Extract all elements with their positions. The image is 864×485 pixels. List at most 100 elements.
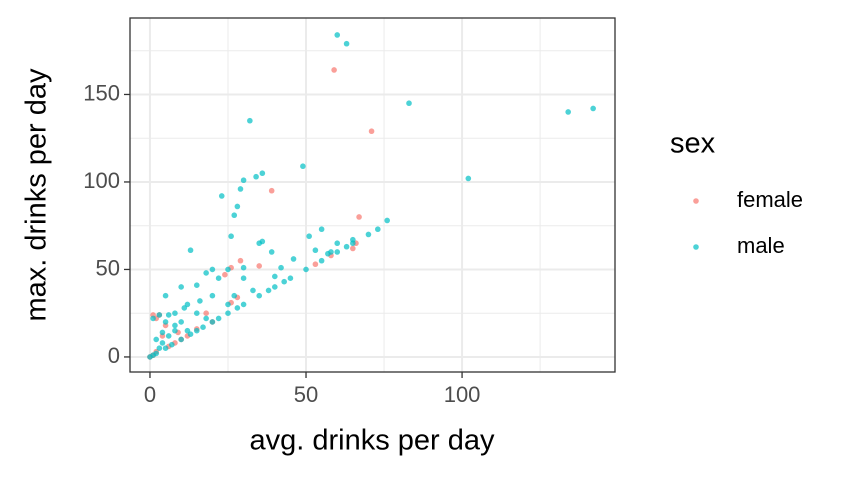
panel-border [129, 17, 616, 373]
point [150, 352, 156, 359]
point [406, 100, 412, 107]
point [290, 256, 297, 262]
y-tick-label: 0 [108, 343, 120, 368]
legend-label: male [737, 233, 785, 258]
point [281, 278, 287, 285]
point [312, 247, 319, 254]
point [165, 333, 172, 339]
point [590, 105, 596, 112]
point [278, 264, 284, 271]
point [350, 245, 356, 252]
point [178, 319, 184, 325]
point [187, 247, 194, 254]
point [375, 226, 381, 233]
point [250, 287, 256, 294]
point [334, 32, 341, 38]
point [181, 305, 188, 311]
point [247, 117, 253, 124]
point [231, 292, 238, 299]
y-tick-label: 150 [83, 80, 120, 105]
point [334, 249, 341, 255]
point [209, 319, 216, 325]
legend-label: female [737, 187, 803, 212]
legend-key [693, 244, 699, 250]
point [234, 305, 241, 311]
y-tick-label: 100 [83, 168, 120, 193]
point [465, 175, 472, 182]
point [368, 128, 375, 135]
point [334, 240, 341, 247]
point [240, 275, 247, 282]
point [153, 336, 160, 343]
point [150, 315, 156, 322]
point [240, 264, 247, 271]
point [159, 329, 166, 336]
point [303, 266, 309, 273]
point [215, 315, 222, 322]
point [365, 231, 372, 238]
point [169, 341, 175, 348]
point [178, 284, 184, 290]
legend-key [693, 198, 699, 204]
point [200, 324, 206, 331]
y-axis-title: max. drinks per day [21, 68, 53, 322]
point [203, 315, 209, 322]
point [162, 345, 169, 352]
point [240, 177, 247, 184]
point [222, 271, 228, 278]
point [193, 327, 200, 334]
point [256, 240, 263, 247]
point [240, 301, 247, 308]
point [172, 327, 178, 334]
point [256, 263, 263, 269]
point [318, 257, 325, 264]
point [306, 233, 312, 240]
point [343, 40, 350, 47]
point [172, 322, 178, 329]
point [331, 67, 337, 73]
point [318, 226, 325, 233]
point [300, 163, 306, 170]
point [209, 266, 216, 273]
point [272, 273, 278, 280]
point [565, 109, 571, 115]
point [172, 310, 178, 317]
point [178, 336, 184, 343]
point [268, 187, 275, 194]
point [287, 275, 294, 282]
point [231, 212, 238, 219]
point [234, 203, 241, 210]
x-tick-label: 100 [444, 382, 481, 407]
x-tick-label: 0 [144, 382, 156, 407]
point [215, 275, 222, 282]
x-axis-title: avg. drinks per day [249, 425, 495, 457]
x-tick-label: 50 [294, 382, 318, 407]
point [343, 243, 350, 250]
point [159, 340, 166, 346]
y-tick-label: 50 [96, 255, 120, 280]
point [268, 249, 275, 255]
point [312, 261, 319, 268]
point [203, 270, 209, 276]
point [356, 214, 362, 220]
point [209, 292, 216, 299]
point [218, 193, 225, 199]
panel [130, 18, 615, 372]
legend-title: sex [670, 128, 716, 160]
point [193, 282, 200, 289]
point [156, 312, 163, 318]
point [259, 170, 266, 177]
point [265, 287, 272, 294]
point [228, 233, 234, 240]
point [162, 292, 169, 299]
point [225, 266, 231, 273]
point [256, 292, 263, 299]
point [187, 331, 194, 338]
point [156, 345, 163, 352]
point [203, 310, 209, 317]
point [272, 284, 278, 290]
point [225, 310, 231, 317]
point [162, 319, 169, 325]
